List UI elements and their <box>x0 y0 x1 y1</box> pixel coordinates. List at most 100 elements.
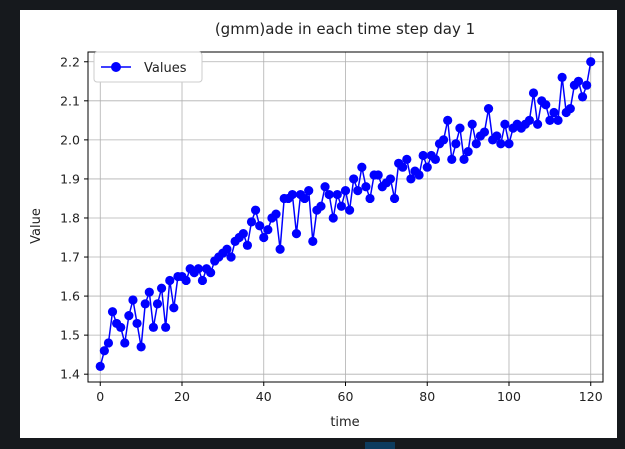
data-point <box>250 205 261 215</box>
data-point <box>324 189 334 200</box>
data-point <box>308 236 318 247</box>
data-point <box>353 186 363 196</box>
y-tick-label: 1.5 <box>60 328 80 343</box>
data-point <box>422 162 432 172</box>
data-point <box>238 228 248 239</box>
data-point <box>271 209 281 219</box>
x-tick-label: 120 <box>579 389 603 404</box>
data-point <box>443 115 453 125</box>
x-tick-label: 80 <box>419 389 435 404</box>
data-point <box>336 201 347 211</box>
data-point <box>246 217 257 227</box>
legend-box <box>93 51 203 83</box>
data-point <box>504 139 514 149</box>
data-point <box>565 104 575 114</box>
data-point <box>357 162 367 172</box>
data-point <box>582 80 592 90</box>
x-tick-label: 20 <box>174 389 190 404</box>
data-point <box>373 170 383 180</box>
data-point <box>136 342 146 352</box>
data-point <box>349 174 359 184</box>
data-point <box>361 182 371 192</box>
data-point <box>161 322 171 332</box>
data-point <box>259 232 269 243</box>
data-point <box>549 107 559 118</box>
data-point <box>479 127 490 137</box>
data-point <box>152 299 163 309</box>
line-chart: (gmm)ade in each time step day 1 0 20 40 60… <box>29 20 604 430</box>
data-point <box>226 252 236 262</box>
data-point <box>124 311 134 321</box>
data-point <box>545 115 555 125</box>
series-layer <box>95 57 596 371</box>
data-point <box>398 162 408 172</box>
y-tick-label: 1.9 <box>60 171 80 186</box>
data-point <box>573 76 584 86</box>
y-tick-label: 2.0 <box>60 132 80 147</box>
data-point <box>586 57 596 67</box>
data-point <box>385 174 396 184</box>
data-point <box>553 115 563 125</box>
y-tick-label: 1.4 <box>60 367 80 382</box>
y-tick-label: 2.2 <box>60 54 80 69</box>
data-point <box>99 346 109 356</box>
data-point <box>128 295 138 305</box>
data-point <box>197 275 208 286</box>
data-point <box>524 115 535 125</box>
legend: Values <box>93 51 203 83</box>
data-point <box>463 146 473 157</box>
data-point <box>344 205 355 215</box>
data-point <box>222 244 232 254</box>
data-point <box>541 100 551 110</box>
data-point <box>107 307 118 317</box>
data-point <box>255 221 265 231</box>
data-point <box>316 201 326 211</box>
data-point <box>500 119 510 129</box>
data-point <box>287 189 297 200</box>
data-point <box>328 213 338 223</box>
data-point <box>557 72 567 82</box>
y-tick-label: 2.1 <box>60 93 80 108</box>
data-point <box>365 193 375 204</box>
data-point <box>483 104 494 114</box>
y-axis-label: Value <box>29 208 44 244</box>
data-point <box>471 139 481 149</box>
data-point <box>389 193 400 204</box>
data-point <box>430 154 441 164</box>
data-point <box>242 240 253 250</box>
data-point <box>132 318 142 329</box>
data-point <box>438 135 449 145</box>
x-tick-label: 60 <box>338 389 354 404</box>
data-point <box>140 299 150 309</box>
data-point <box>455 123 465 133</box>
data-point <box>144 287 154 297</box>
data-point <box>418 150 428 161</box>
data-point <box>120 338 130 348</box>
data-point <box>193 264 203 274</box>
data-point <box>406 174 416 184</box>
data-point <box>577 92 588 102</box>
taskbar-highlight <box>365 442 395 449</box>
data-point <box>320 182 330 192</box>
data-point <box>148 322 158 332</box>
data-point <box>116 322 126 332</box>
data-point <box>263 225 273 235</box>
data-point <box>300 193 310 204</box>
data-point <box>496 139 506 149</box>
y-tick-label: 1.6 <box>60 289 80 304</box>
data-point <box>451 139 461 149</box>
data-point <box>340 186 351 196</box>
data-point <box>528 88 539 98</box>
data-point <box>165 275 175 286</box>
data-point <box>332 189 342 200</box>
data-point <box>447 154 457 164</box>
data-point <box>467 119 477 129</box>
data-point <box>275 244 285 254</box>
data-point <box>402 154 412 164</box>
data-point <box>533 119 543 129</box>
chart-title: (gmm)ade in each time step day 1 <box>215 20 475 38</box>
data-point <box>459 154 469 164</box>
data-point <box>103 338 114 348</box>
data-point <box>156 283 167 293</box>
data-point <box>291 228 302 239</box>
